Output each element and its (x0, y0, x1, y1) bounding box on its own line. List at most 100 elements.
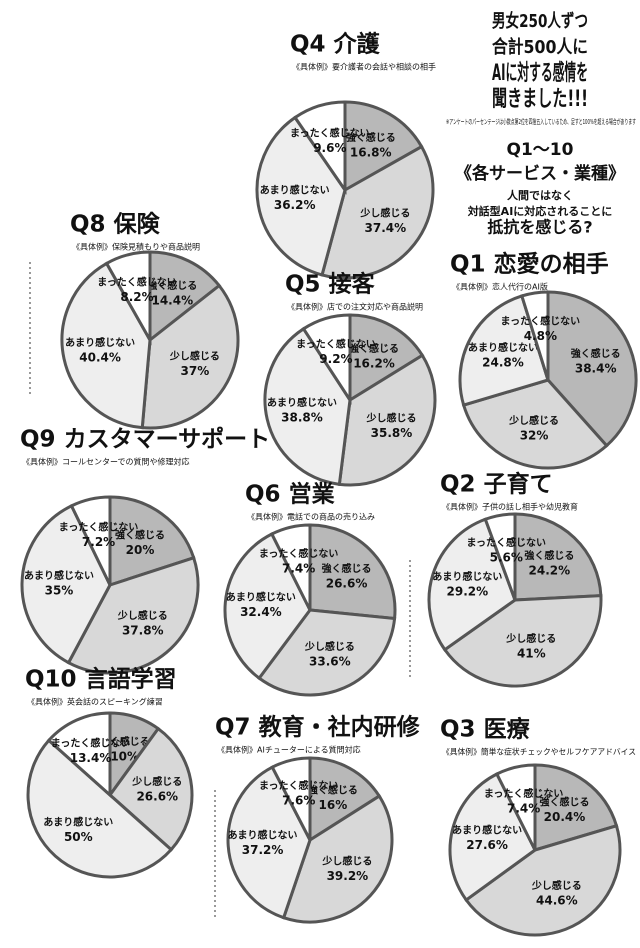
slice-value: 26.6% (326, 576, 368, 590)
slice-value: 26.6% (136, 789, 178, 803)
chart-subtitle: 《具体例》要介護者の会話や相談の相手 (292, 62, 436, 72)
slice-value: 16.8% (350, 145, 392, 159)
pie-slice (519, 290, 550, 381)
slice-value: 35% (45, 584, 74, 598)
slice-category: まったく感じない (466, 536, 546, 549)
chart-subtitle: 《具体例》子供の話し相手や幼児教育 (442, 502, 578, 512)
slice-category: 少し感じる (365, 412, 416, 425)
pie-slice (20, 503, 112, 665)
slice-value: 16.2% (353, 356, 395, 370)
header-note: ※アンケートのパーセンテージは小数点第2位を四捨五入しているため、足すと100%… (446, 117, 636, 126)
pie-slice (270, 756, 312, 841)
chart-subtitle: 《具体例》保険見積もりや商品説明 (72, 242, 200, 252)
pie-slice (281, 793, 394, 924)
slice-value: 44.6% (536, 894, 578, 908)
slice-category: まったく感じない (97, 276, 177, 289)
slice-category: あまり感じない (65, 336, 135, 349)
chart-subtitle: 《具体例》電話での商品の売り込み (247, 512, 375, 522)
slice-category: 少し感じる (169, 349, 220, 362)
slice-category: 強く感じる (322, 562, 372, 575)
pie-slice (46, 711, 112, 799)
slice-value: 5.6% (490, 550, 523, 564)
pie-slice (337, 353, 437, 487)
pie-slice (69, 495, 112, 586)
chart-title: Q3 医療 (440, 716, 531, 743)
chart-subtitle: 《具体例》恋人代行のAI版 (452, 282, 548, 292)
slice-category: あまり感じない (260, 184, 330, 197)
question-scope: 《各サービス・業種》 (455, 163, 625, 184)
slice-category: 少し感じる (321, 854, 372, 867)
pie-slice (308, 756, 382, 843)
slice-value: 35.8% (371, 426, 413, 440)
slice-value: 40.4% (79, 350, 121, 364)
chart-title: Q8 保険 (70, 211, 161, 238)
pie-slice (269, 523, 312, 611)
slice-category: あまり感じない (228, 829, 298, 842)
slice-value: 4.8% (524, 329, 557, 343)
slice-category: まったく感じない (51, 737, 131, 750)
slice-category: 強く感じる (349, 342, 399, 355)
question-line: 抵抗を感じる? (487, 218, 592, 237)
pie-slice (140, 283, 240, 430)
pie-slice (148, 250, 222, 344)
slice-value: 7.6% (282, 793, 315, 807)
slice-category: まったく感じない (290, 126, 370, 139)
slice-category: 強く感じる (346, 131, 396, 144)
slice-value: 37.4% (365, 221, 407, 235)
pie-slice (442, 594, 603, 688)
slice-value: 7.2% (82, 535, 115, 549)
slice-category: まったく感じない (296, 338, 376, 351)
slice-value: 32.4% (240, 605, 282, 619)
pie-slice (257, 608, 397, 697)
pie-slice (546, 290, 638, 448)
slice-category: 少し感じる (131, 775, 182, 788)
pie-slice (461, 378, 609, 470)
slice-category: 強く感じる (539, 795, 589, 808)
chart-title: Q1 恋愛の相手 (450, 251, 609, 278)
chart-title: Q6 営業 (245, 481, 336, 508)
slice-category: 強く感じる (571, 347, 621, 360)
slice-category: まったく感じない (484, 787, 564, 800)
slice-value: 20.4% (544, 810, 586, 824)
slice-value: 41% (517, 647, 546, 661)
header-line: 男女250人ずつ (492, 10, 588, 32)
chart-title: Q4 介護 (290, 31, 381, 58)
slice-category: 少し感じる (531, 879, 582, 892)
slice-value: 7.4% (507, 802, 540, 816)
chart-title: Q7 教育・社内研修 (215, 714, 421, 741)
slice-category: あまり感じない (468, 341, 538, 354)
header-line: 合計500人に (492, 36, 588, 58)
pie-slice (458, 294, 550, 407)
slice-category: あまり感じない (43, 815, 113, 828)
slice-value: 14.4% (151, 294, 193, 308)
slice-value: 8.2% (120, 290, 153, 304)
slice-category: 少し感じる (117, 609, 168, 622)
slice-value: 7.4% (282, 562, 315, 576)
pie-slice (494, 763, 537, 851)
slice-value: 32% (520, 429, 549, 443)
chart-subtitle: 《具体例》店での注文対応や商品説明 (287, 302, 423, 312)
pie-slice (104, 250, 152, 346)
slice-value: 33.6% (309, 655, 351, 669)
slice-value: 24.8% (482, 355, 524, 369)
header-line: 聞きました!!! (492, 87, 588, 112)
slice-value: 36.2% (274, 198, 316, 212)
slice-value: 20% (126, 543, 155, 557)
slice-category: 強く感じる (308, 783, 358, 796)
slice-value: 29.2% (447, 585, 489, 599)
slice-value: 27.6% (466, 838, 508, 852)
slice-category: 強く感じる (524, 549, 574, 562)
pie-slice (26, 738, 174, 879)
pie-slice (343, 100, 424, 193)
slice-value: 9.2% (319, 352, 352, 366)
pie-slice (108, 495, 196, 588)
pie-slice (60, 261, 152, 430)
pie-slice (308, 523, 397, 621)
slice-value: 13.4% (70, 751, 112, 765)
slice-value: 24.2% (529, 563, 571, 577)
slice-category: まったく感じない (59, 520, 139, 533)
pie-slice (320, 144, 435, 280)
pie-slice (301, 313, 352, 406)
slice-value: 9.6% (313, 141, 346, 155)
